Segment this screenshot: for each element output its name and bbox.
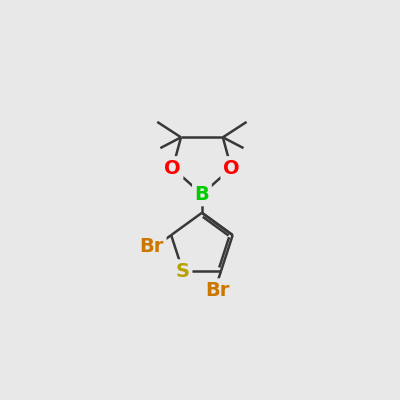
Text: Br: Br [140, 237, 164, 256]
Text: S: S [176, 262, 190, 281]
Text: B: B [194, 185, 209, 204]
Text: O: O [164, 159, 181, 178]
Text: Br: Br [206, 281, 230, 300]
Text: O: O [223, 159, 240, 178]
